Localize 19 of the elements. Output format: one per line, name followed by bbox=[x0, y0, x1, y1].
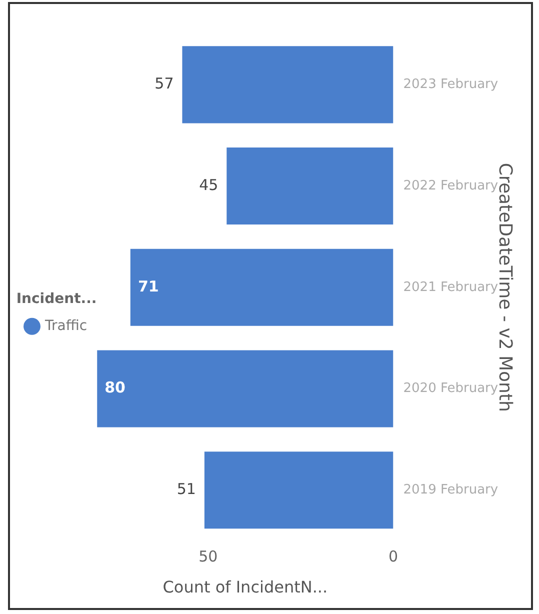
x-axis-title: Count of IncidentN... bbox=[162, 578, 328, 597]
y-tick-label: 2020 February bbox=[403, 381, 498, 396]
bar bbox=[182, 46, 394, 124]
bar bbox=[226, 148, 394, 225]
bar bbox=[204, 452, 394, 529]
bar bbox=[130, 248, 394, 326]
data-label: 71 bbox=[138, 277, 159, 296]
data-label: 45 bbox=[199, 176, 218, 194]
y-tick-label: 2019 February bbox=[403, 482, 498, 498]
legend-label: Traffic bbox=[44, 318, 88, 334]
y-tick-label: 2023 February bbox=[403, 77, 498, 92]
data-label: 51 bbox=[176, 480, 196, 498]
y-tick-label: 2021 February bbox=[403, 280, 498, 295]
data-label: 80 bbox=[104, 378, 126, 397]
data-label: 57 bbox=[154, 74, 174, 93]
x-tick-label: 0 bbox=[388, 548, 398, 566]
bar bbox=[97, 350, 394, 428]
x-tick-label: 50 bbox=[198, 548, 218, 566]
legend-title: Incident... bbox=[16, 291, 97, 308]
